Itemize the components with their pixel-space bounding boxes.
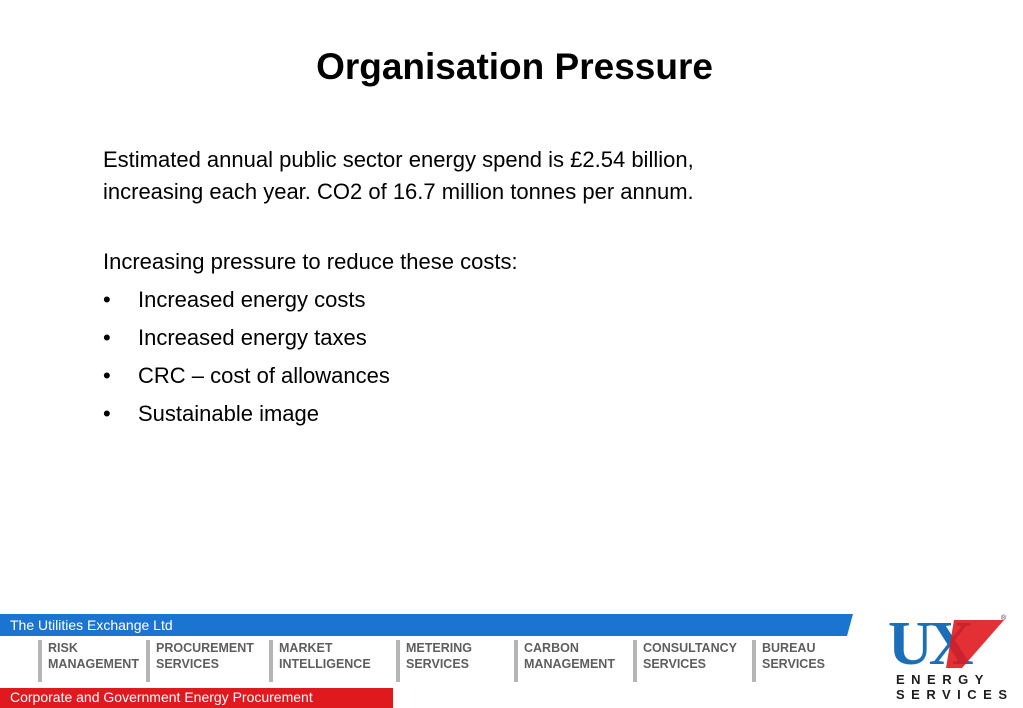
- footer-tagline: Corporate and Government Energy Procurem…: [10, 689, 313, 705]
- service-line-2: SERVICES: [156, 657, 219, 671]
- service-line-2: MANAGEMENT: [524, 657, 615, 671]
- footer-blue-bar: [0, 614, 853, 636]
- service-line-1: CONSULTANCY: [643, 641, 737, 655]
- bullet-item: • CRC – cost of allowances: [103, 360, 863, 398]
- footer-red-bar: [0, 688, 393, 708]
- bullet-item: • Increased energy costs: [103, 284, 863, 322]
- service-bureau: BUREAU SERVICES: [752, 640, 825, 682]
- intro-paragraph: Estimated annual public sector energy sp…: [103, 144, 863, 208]
- ux-logo: UX ® ENERGY SERVICES: [884, 610, 1014, 702]
- service-market-intelligence: MARKET INTELLIGENCE: [269, 640, 371, 682]
- logo-word-services: SERVICES: [896, 687, 1014, 702]
- lead-text: Increasing pressure to reduce these cost…: [103, 249, 518, 274]
- service-metering: METERING SERVICES: [396, 640, 472, 682]
- bullet-text: Sustainable image: [138, 401, 320, 426]
- service-line-2: INTELLIGENCE: [279, 657, 371, 671]
- bullet-marker: •: [103, 401, 111, 426]
- company-name: The Utilities Exchange Ltd: [10, 617, 173, 633]
- service-line-1: BUREAU: [762, 641, 816, 655]
- service-line-1: METERING: [406, 641, 472, 655]
- bullet-marker: •: [103, 287, 111, 312]
- service-consultancy: CONSULTANCY SERVICES: [633, 640, 737, 682]
- service-line-1: RISK: [48, 641, 78, 655]
- slide-body: Estimated annual public sector energy sp…: [103, 144, 863, 436]
- logo-wordmark: ENERGY SERVICES: [896, 672, 1008, 702]
- service-line-2: SERVICES: [406, 657, 469, 671]
- intro-line-1: Estimated annual public sector energy sp…: [103, 147, 694, 172]
- slide-title: Organisation Pressure: [316, 46, 713, 87]
- logo-red-slash: [946, 620, 1004, 668]
- bullet-item: • Sustainable image: [103, 398, 863, 436]
- registered-mark: ®: [1001, 614, 1007, 622]
- service-carbon-management: CARBON MANAGEMENT: [514, 640, 615, 682]
- service-line-1: PROCUREMENT: [156, 641, 254, 655]
- bullet-item: • Increased energy taxes: [103, 322, 863, 360]
- service-line-2: SERVICES: [762, 657, 825, 671]
- services-strip: RISK MANAGEMENT PROCUREMENT SERVICES MAR…: [0, 640, 860, 684]
- bullet-marker: •: [103, 325, 111, 350]
- service-line-2: MANAGEMENT: [48, 657, 139, 671]
- intro-line-2: increasing each year. CO2 of 16.7 millio…: [103, 179, 694, 204]
- logo-word-energy: ENERGY: [896, 672, 990, 687]
- bullet-text: Increased energy taxes: [138, 325, 367, 350]
- ux-logo-mark: UX ®: [888, 610, 1007, 678]
- bullet-text: CRC – cost of allowances: [138, 363, 390, 388]
- service-line-2: SERVICES: [643, 657, 706, 671]
- service-line-1: CARBON: [524, 641, 579, 655]
- bullet-marker: •: [103, 363, 111, 388]
- bullet-text: Increased energy costs: [138, 287, 366, 312]
- bullet-list: • Increased energy costs • Increased ene…: [103, 284, 863, 436]
- service-line-1: MARKET: [279, 641, 333, 655]
- service-risk-management: RISK MANAGEMENT: [38, 640, 139, 682]
- service-procurement: PROCUREMENT SERVICES: [146, 640, 254, 682]
